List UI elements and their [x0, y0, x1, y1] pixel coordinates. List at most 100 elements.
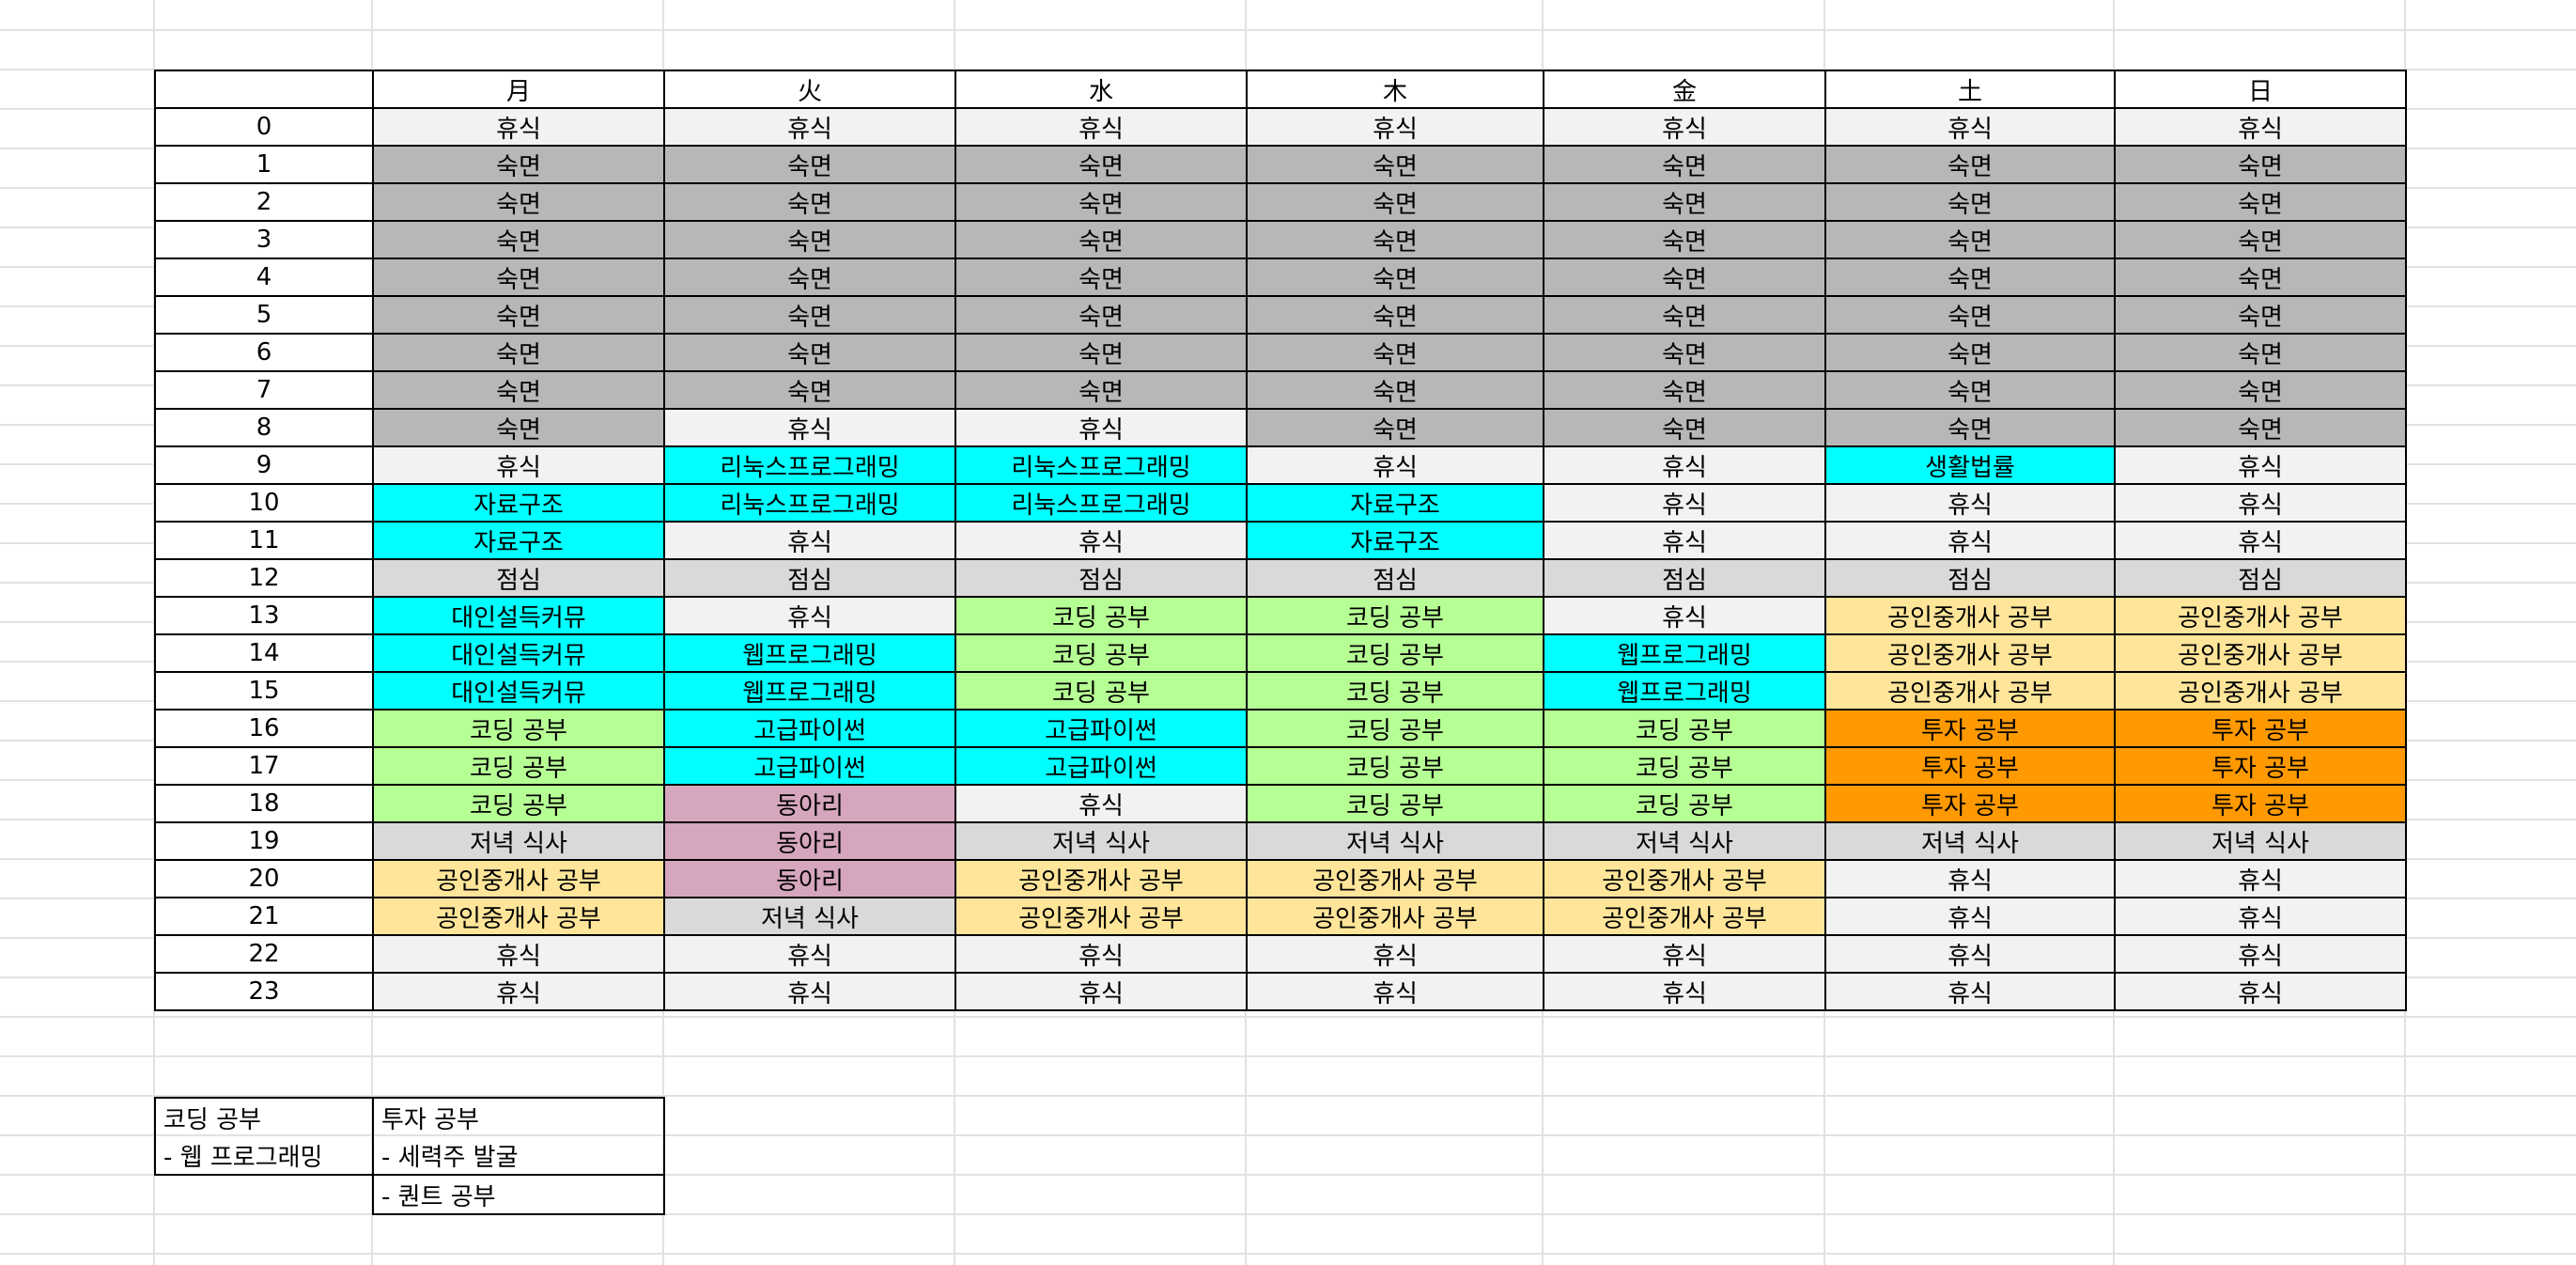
- schedule-cell[interactable]: 투자 공부: [1824, 784, 2116, 823]
- schedule-cell[interactable]: 코딩 공부: [1543, 709, 1826, 748]
- schedule-cell[interactable]: 코딩 공부: [372, 709, 665, 748]
- schedule-cell[interactable]: 휴식: [954, 972, 1248, 1011]
- schedule-cell[interactable]: 숙면: [2114, 333, 2407, 372]
- schedule-cell[interactable]: 리눅스프로그래밍: [954, 445, 1248, 485]
- schedule-cell[interactable]: 동아리: [663, 784, 956, 823]
- schedule-cell[interactable]: 숙면: [1246, 220, 1544, 259]
- schedule-cell[interactable]: 코딩 공부: [1246, 596, 1544, 635]
- corner-cell[interactable]: [154, 70, 374, 109]
- schedule-cell[interactable]: 공인중개사 공부: [1824, 633, 2116, 673]
- schedule-cell[interactable]: 숙면: [1543, 295, 1826, 335]
- hour-label[interactable]: 4: [154, 258, 374, 297]
- schedule-cell[interactable]: 숙면: [1543, 145, 1826, 184]
- schedule-cell[interactable]: 생활법률: [1824, 445, 2116, 485]
- schedule-cell[interactable]: 숙면: [2114, 220, 2407, 259]
- schedule-cell[interactable]: 점심: [2114, 558, 2407, 598]
- schedule-cell[interactable]: 휴식: [954, 521, 1248, 560]
- schedule-cell[interactable]: 휴식: [663, 521, 956, 560]
- hour-label[interactable]: 6: [154, 333, 374, 372]
- schedule-cell[interactable]: 숙면: [1824, 333, 2116, 372]
- schedule-cell[interactable]: 숙면: [954, 333, 1248, 372]
- schedule-cell[interactable]: 숙면: [954, 182, 1248, 222]
- schedule-cell[interactable]: 휴식: [1543, 972, 1826, 1011]
- schedule-cell[interactable]: 공인중개사 공부: [2114, 671, 2407, 711]
- schedule-cell[interactable]: 고급파이썬: [663, 746, 956, 786]
- schedule-cell[interactable]: 휴식: [1543, 445, 1826, 485]
- schedule-cell[interactable]: 숙면: [2114, 370, 2407, 410]
- schedule-cell[interactable]: 리눅스프로그래밍: [954, 483, 1248, 523]
- hour-label[interactable]: 22: [154, 934, 374, 974]
- schedule-cell[interactable]: 숙면: [954, 295, 1248, 335]
- coding-note-title[interactable]: 코딩 공부: [154, 1097, 373, 1136]
- schedule-cell[interactable]: 점심: [1543, 558, 1826, 598]
- schedule-cell[interactable]: 숙면: [1824, 182, 2116, 222]
- schedule-cell[interactable]: 점심: [663, 558, 956, 598]
- schedule-cell[interactable]: 휴식: [663, 596, 956, 635]
- schedule-cell[interactable]: 저녁 식사: [663, 897, 956, 936]
- schedule-cell[interactable]: 숙면: [1543, 408, 1826, 447]
- schedule-cell[interactable]: 점심: [1246, 558, 1544, 598]
- hour-label[interactable]: 0: [154, 107, 374, 147]
- schedule-cell[interactable]: 코딩 공부: [1246, 671, 1544, 711]
- schedule-cell[interactable]: 동아리: [663, 821, 956, 861]
- schedule-cell[interactable]: 휴식: [2114, 859, 2407, 898]
- schedule-cell[interactable]: 저녁 식사: [2114, 821, 2407, 861]
- schedule-cell[interactable]: 숙면: [1824, 258, 2116, 297]
- schedule-cell[interactable]: 휴식: [663, 934, 956, 974]
- schedule-cell[interactable]: 휴식: [1543, 483, 1826, 523]
- schedule-cell[interactable]: 숙면: [1824, 220, 2116, 259]
- schedule-cell[interactable]: 점심: [954, 558, 1248, 598]
- schedule-cell[interactable]: 숙면: [372, 295, 665, 335]
- schedule-cell[interactable]: 저녁 식사: [954, 821, 1248, 861]
- schedule-cell[interactable]: 숙면: [1246, 370, 1544, 410]
- schedule-cell[interactable]: 공인중개사 공부: [372, 897, 665, 936]
- hour-label[interactable]: 23: [154, 972, 374, 1011]
- schedule-cell[interactable]: 코딩 공부: [1246, 784, 1544, 823]
- day-header[interactable]: 月: [372, 70, 665, 109]
- hour-label[interactable]: 10: [154, 483, 374, 523]
- schedule-cell[interactable]: 휴식: [1824, 483, 2116, 523]
- schedule-cell[interactable]: 숙면: [663, 333, 956, 372]
- schedule-cell[interactable]: 공인중개사 공부: [954, 859, 1248, 898]
- schedule-cell[interactable]: 고급파이썬: [663, 709, 956, 748]
- schedule-cell[interactable]: 휴식: [2114, 107, 2407, 147]
- schedule-cell[interactable]: 휴식: [372, 972, 665, 1011]
- schedule-cell[interactable]: 휴식: [1543, 596, 1826, 635]
- schedule-cell[interactable]: 웹프로그래밍: [663, 671, 956, 711]
- schedule-cell[interactable]: 휴식: [954, 107, 1248, 147]
- day-header[interactable]: 土: [1824, 70, 2116, 109]
- schedule-cell[interactable]: 휴식: [1246, 972, 1544, 1011]
- hour-label[interactable]: 18: [154, 784, 374, 823]
- coding-note-item[interactable]: - 웹 프로그래밍: [154, 1136, 373, 1176]
- hour-label[interactable]: 17: [154, 746, 374, 786]
- schedule-cell[interactable]: 고급파이썬: [954, 746, 1248, 786]
- schedule-cell[interactable]: 코딩 공부: [1543, 746, 1826, 786]
- schedule-cell[interactable]: 휴식: [1824, 934, 2116, 974]
- schedule-cell[interactable]: 휴식: [2114, 445, 2407, 485]
- schedule-cell[interactable]: 휴식: [2114, 934, 2407, 974]
- schedule-cell[interactable]: 숙면: [1543, 182, 1826, 222]
- schedule-cell[interactable]: 휴식: [2114, 972, 2407, 1011]
- schedule-cell[interactable]: 휴식: [954, 934, 1248, 974]
- schedule-cell[interactable]: 숙면: [1543, 258, 1826, 297]
- schedule-cell[interactable]: 숙면: [1246, 408, 1544, 447]
- schedule-cell[interactable]: 자료구조: [1246, 483, 1544, 523]
- schedule-cell[interactable]: 투자 공부: [1824, 746, 2116, 786]
- schedule-cell[interactable]: 숙면: [663, 220, 956, 259]
- hour-label[interactable]: 15: [154, 671, 374, 711]
- schedule-cell[interactable]: 웹프로그래밍: [1543, 671, 1826, 711]
- hour-label[interactable]: 9: [154, 445, 374, 485]
- hour-label[interactable]: 13: [154, 596, 374, 635]
- invest-note-item[interactable]: - 퀀트 공부: [372, 1174, 665, 1215]
- schedule-cell[interactable]: 자료구조: [1246, 521, 1544, 560]
- schedule-cell[interactable]: 리눅스프로그래밍: [663, 483, 956, 523]
- schedule-cell[interactable]: 숙면: [372, 333, 665, 372]
- schedule-cell[interactable]: 휴식: [2114, 521, 2407, 560]
- schedule-cell[interactable]: 코딩 공부: [954, 596, 1248, 635]
- schedule-cell[interactable]: 숙면: [1246, 295, 1544, 335]
- day-header[interactable]: 水: [954, 70, 1248, 109]
- schedule-cell[interactable]: 숙면: [663, 182, 956, 222]
- schedule-cell[interactable]: 숙면: [663, 258, 956, 297]
- schedule-cell[interactable]: 저녁 식사: [1824, 821, 2116, 861]
- schedule-cell[interactable]: 숙면: [1543, 333, 1826, 372]
